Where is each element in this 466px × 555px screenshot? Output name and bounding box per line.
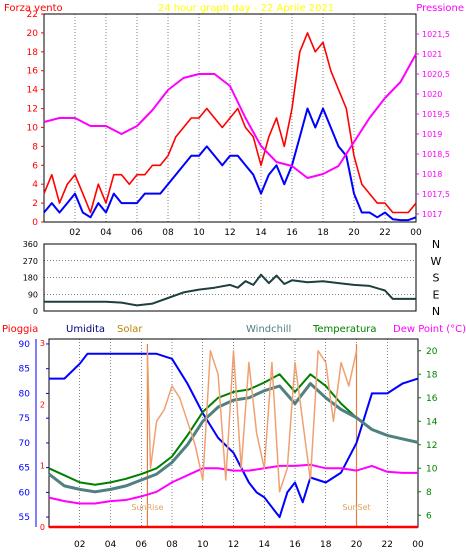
legend-label: Umidita xyxy=(66,324,105,335)
wind-axis-title: Forza vento xyxy=(4,3,69,14)
compass-label: N xyxy=(432,305,440,318)
series-solar xyxy=(146,350,358,493)
x-tick-label: 04 xyxy=(105,540,117,550)
y-right-tick-label: 1018 xyxy=(422,170,442,179)
rain-tick-label: 2 xyxy=(40,400,45,409)
legend-label: Temperatura xyxy=(312,324,377,335)
x-tick-label: 02 xyxy=(74,540,85,550)
series-pressure xyxy=(43,53,417,179)
legend-label: Pioggia xyxy=(2,324,38,335)
x-tick-label: 12 xyxy=(228,540,239,550)
x-tick-label: 20 xyxy=(351,540,363,550)
rain-tick-label: 0 xyxy=(40,523,45,532)
series-dewpoint xyxy=(48,463,418,505)
y-right-tick-label: 1021 xyxy=(422,50,442,59)
y-right-tick-label: 1017 xyxy=(422,210,442,219)
y-left-tick-label: 22 xyxy=(27,10,38,20)
series-wind-direction xyxy=(44,273,416,307)
x-tick-label: 16 xyxy=(286,228,298,238)
rain-tick-label: 3 xyxy=(40,339,45,348)
direction-tick-label: 270 xyxy=(23,257,38,266)
y-left-tick-label: 20 xyxy=(27,29,39,39)
series-humidity xyxy=(49,352,419,519)
x-tick-label: 06 xyxy=(131,228,143,238)
direction-tick-label: 180 xyxy=(23,274,38,283)
x-tick-label: 00 xyxy=(410,228,422,238)
y-right-tick-label: 1019 xyxy=(422,130,442,139)
x-tick-label: 08 xyxy=(166,540,178,550)
x-tick-label: 08 xyxy=(162,228,174,238)
x-tick-label: 16 xyxy=(289,540,301,550)
x-tick-label: 06 xyxy=(136,540,148,550)
temperature-tick-label: 18 xyxy=(426,370,438,380)
x-tick-label: 10 xyxy=(197,540,209,550)
humidity-tick-label: 70 xyxy=(19,439,31,449)
temperature-tick-label: 14 xyxy=(426,417,438,427)
x-tick-label: 12 xyxy=(224,228,235,238)
series-wind_avg xyxy=(43,107,417,222)
sunset-label: SunSet xyxy=(342,503,370,512)
rain-tick-label: 1 xyxy=(40,462,45,471)
y-left-tick-label: 6 xyxy=(32,161,38,171)
x-tick-label: 18 xyxy=(320,540,332,550)
y-left-tick-label: 2 xyxy=(32,199,38,209)
x-tick-label: 22 xyxy=(379,228,390,238)
direction-tick-label: 90 xyxy=(28,290,38,299)
x-tick-label: 18 xyxy=(317,228,329,238)
humidity-tick-label: 85 xyxy=(19,365,30,375)
temperature-tick-label: 20 xyxy=(426,347,438,357)
sunrise-label: SunRise xyxy=(131,503,163,512)
compass-label: S xyxy=(433,272,440,285)
y-left-tick-label: 18 xyxy=(27,48,39,58)
humidity-tick-label: 65 xyxy=(19,464,30,474)
temperature-tick-label: 16 xyxy=(426,394,438,404)
humidity-tick-label: 75 xyxy=(19,414,30,424)
y-right-tick-label: 1019,5 xyxy=(422,110,450,119)
y-right-tick-label: 1020 xyxy=(422,90,442,99)
legend-label: Windchill xyxy=(246,324,291,335)
temperature-tick-label: 10 xyxy=(426,464,438,474)
compass-label: W xyxy=(431,255,442,268)
y-left-tick-label: 14 xyxy=(27,86,39,96)
y-right-tick-label: 1018,5 xyxy=(422,150,450,159)
y-right-tick-label: 1017,5 xyxy=(422,190,450,199)
y-left-tick-label: 12 xyxy=(27,105,38,115)
compass-label: E xyxy=(433,288,440,301)
y-left-tick-label: 4 xyxy=(32,180,38,190)
legend-label: Dew Point (°C) xyxy=(393,324,466,335)
x-tick-label: 10 xyxy=(193,228,205,238)
y-right-tick-label: 1021,5 xyxy=(422,30,450,39)
compass-label: N xyxy=(432,238,440,251)
humidity-tick-label: 80 xyxy=(19,389,31,399)
chart-title: 24 hour graph day - 22 Aprile 2021 xyxy=(158,3,334,14)
y-left-tick-label: 0 xyxy=(32,218,38,228)
humidity-tick-label: 60 xyxy=(19,488,31,498)
temperature-tick-label: 12 xyxy=(426,441,437,451)
temperature-tick-label: 6 xyxy=(426,511,432,521)
series-windchill xyxy=(48,382,419,494)
x-tick-label: 20 xyxy=(348,228,360,238)
x-tick-label: 04 xyxy=(100,228,112,238)
y-left-tick-label: 16 xyxy=(27,67,39,77)
x-tick-label: 14 xyxy=(259,540,271,550)
humidity-tick-label: 90 xyxy=(19,340,31,350)
series-wind_max xyxy=(43,32,417,214)
legend-label: Solar xyxy=(117,324,143,335)
x-tick-label: 22 xyxy=(382,540,393,550)
direction-tick-label: 0 xyxy=(33,307,38,316)
x-tick-label: 00 xyxy=(412,540,424,550)
direction-tick-label: 360 xyxy=(23,240,38,249)
x-tick-label: 14 xyxy=(255,228,267,238)
y-right-tick-label: 1020,5 xyxy=(422,70,450,79)
humidity-tick-label: 55 xyxy=(19,513,30,523)
y-left-tick-label: 10 xyxy=(27,123,39,133)
y-left-tick-label: 8 xyxy=(32,142,38,152)
temperature-tick-label: 8 xyxy=(426,488,432,498)
pressure-axis-title: Pressione xyxy=(416,3,464,14)
x-tick-label: 02 xyxy=(69,228,80,238)
